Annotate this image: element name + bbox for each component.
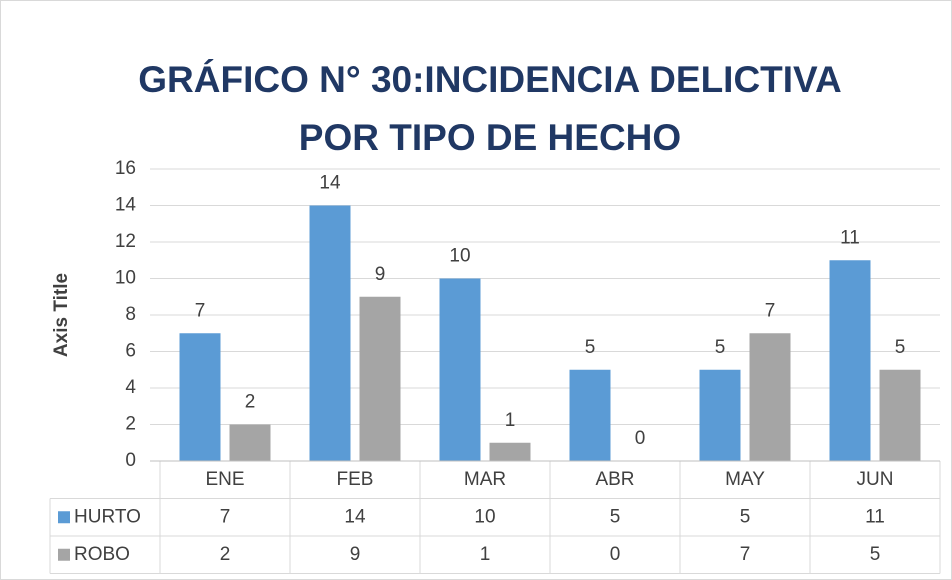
bar [829, 260, 871, 461]
data-label: 10 [449, 246, 470, 267]
table-value: 7 [220, 506, 231, 527]
bar [569, 369, 611, 461]
table-value: 0 [610, 544, 621, 565]
y-tick-label: 0 [125, 450, 136, 471]
data-label: 5 [585, 337, 596, 358]
y-tick-label: 12 [115, 231, 136, 252]
y-tick-label: 8 [125, 304, 136, 325]
x-tick-label: MAY [725, 469, 765, 490]
x-tick-label: JUN [857, 469, 894, 490]
table-value: 11 [865, 506, 885, 527]
table-value: 7 [740, 544, 751, 565]
data-label: 11 [840, 227, 860, 248]
bar [359, 296, 401, 461]
x-tick-label: ABR [595, 469, 634, 490]
x-tick-label: ENE [205, 469, 244, 490]
bar [699, 369, 741, 461]
y-tick-label: 10 [115, 268, 136, 289]
bar [489, 442, 531, 461]
data-label: 7 [765, 300, 776, 321]
x-tick-label: FEB [337, 469, 374, 490]
legend-label: ROBO [74, 544, 130, 565]
bar [179, 333, 221, 461]
table-value: 2 [220, 544, 231, 565]
legend-swatch [58, 511, 70, 524]
table-value: 10 [474, 506, 495, 527]
table-value: 5 [870, 544, 881, 565]
data-label: 9 [375, 264, 386, 285]
data-label: 0 [635, 428, 646, 449]
bar [229, 424, 271, 461]
table-value: 14 [344, 506, 366, 527]
table-value: 9 [350, 544, 361, 565]
y-tick-label: 16 [115, 158, 136, 179]
data-label: 1 [505, 410, 516, 431]
y-tick-label: 6 [125, 341, 136, 362]
bar [439, 278, 481, 461]
data-label: 14 [319, 173, 341, 194]
y-tick-label: 14 [115, 195, 137, 216]
y-tick-label: 4 [125, 377, 136, 398]
table-value: 5 [740, 506, 751, 527]
data-label: 5 [895, 337, 906, 358]
table-value: 5 [610, 506, 621, 527]
data-label: 5 [715, 337, 726, 358]
table-value: 1 [480, 544, 491, 565]
data-label: 2 [245, 392, 256, 413]
legend-swatch [58, 548, 70, 561]
y-tick-label: 2 [125, 414, 136, 435]
data-label: 7 [195, 300, 206, 321]
x-tick-label: MAR [464, 469, 506, 490]
chart-title: POR TIPO DE HECHO [299, 117, 681, 158]
bar [879, 369, 921, 461]
chart-title: GRÁFICO N° 30:INCIDENCIA DELICTIVA [138, 59, 841, 100]
legend-label: HURTO [74, 506, 141, 527]
bar [309, 205, 351, 461]
y-axis-title: Axis Title [51, 273, 72, 357]
bar [749, 333, 791, 461]
